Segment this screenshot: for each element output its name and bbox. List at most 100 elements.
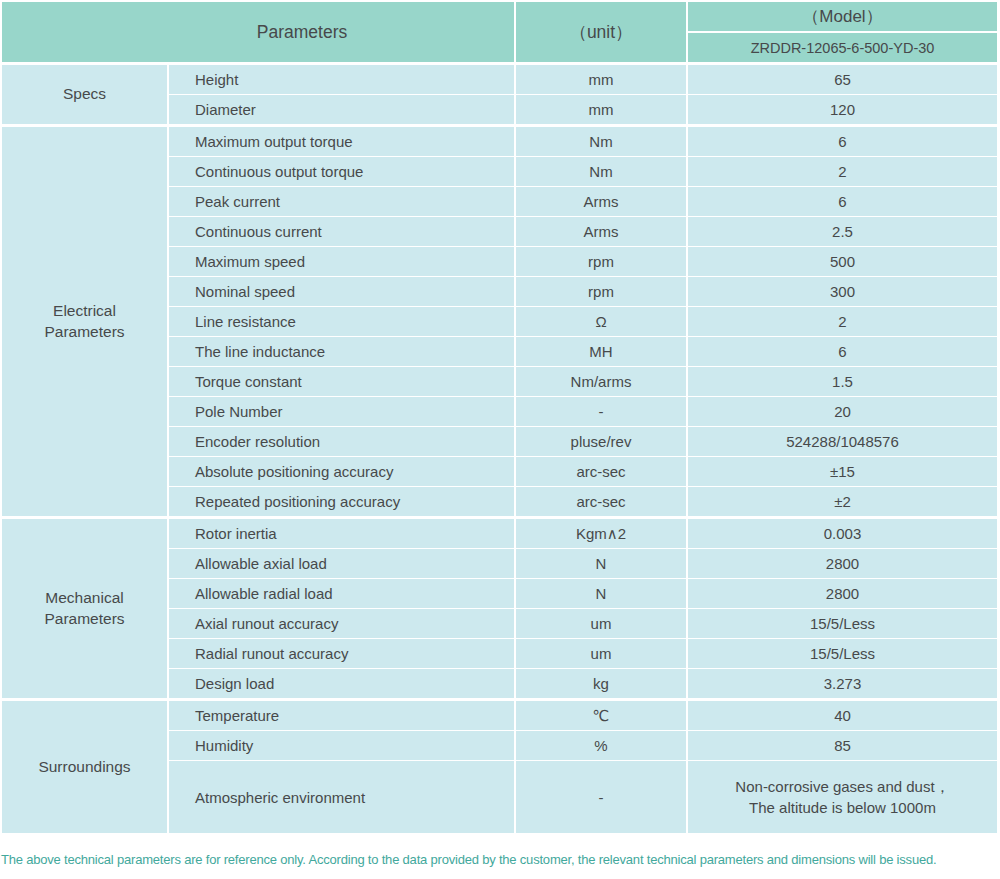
- param-name-cell: Allowable radial load: [169, 579, 514, 608]
- param-value-cell: ±2: [688, 487, 997, 516]
- section-label: Electrical Parameters: [29, 301, 141, 341]
- section-rows: Heightmm65Diametermm120: [169, 65, 997, 124]
- table-row: Axial runout accuracyum15/5/Less: [169, 609, 997, 638]
- table-row: Diametermm120: [169, 95, 997, 124]
- param-value-cell: 0.003: [688, 519, 997, 548]
- param-name-cell: Design load: [169, 669, 514, 698]
- param-value-cell: 6: [688, 337, 997, 366]
- param-value-cell: 2.5: [688, 217, 997, 246]
- section-label-cell: Mechanical Parameters: [2, 519, 167, 698]
- section-label-cell: Surroundings: [2, 701, 167, 833]
- param-unit-cell: arc-sec: [516, 457, 686, 486]
- param-unit-cell: mm: [516, 65, 686, 94]
- param-value-cell: 15/5/Less: [688, 639, 997, 668]
- param-name-cell: Line resistance: [169, 307, 514, 336]
- param-value-cell: 20: [688, 397, 997, 426]
- section-label-cell: Specs: [2, 65, 167, 124]
- param-name-cell: The line inductance: [169, 337, 514, 366]
- param-unit-cell: rpm: [516, 247, 686, 276]
- param-value-cell: 1.5: [688, 367, 997, 396]
- param-value-cell: 85: [688, 731, 997, 760]
- param-value-cell: 40: [688, 701, 997, 730]
- param-unit-cell: kg: [516, 669, 686, 698]
- table-row: Repeated positioning accuracyarc-sec±2: [169, 487, 997, 516]
- param-unit-cell: Kgm∧2: [516, 519, 686, 548]
- header-parameters-label: Parameters: [257, 22, 347, 43]
- table-row: Absolute positioning accuracyarc-sec±15: [169, 457, 997, 486]
- table-row: Rotor inertiaKgm∧20.003: [169, 519, 997, 548]
- param-name-cell: Peak current: [169, 187, 514, 216]
- param-unit-cell: Nm: [516, 157, 686, 186]
- param-unit-cell: -: [516, 397, 686, 426]
- param-value-cell: 15/5/Less: [688, 609, 997, 638]
- param-unit-cell: arc-sec: [516, 487, 686, 516]
- param-value-cell: 6: [688, 127, 997, 156]
- param-name-cell: Allowable axial load: [169, 549, 514, 578]
- param-unit-cell: %: [516, 731, 686, 760]
- table-row: Humidity%85: [169, 731, 997, 760]
- table-header: Parameters （unit） （Model） ZRDDR-12065-6-…: [2, 2, 997, 62]
- param-value-cell: 500: [688, 247, 997, 276]
- param-value-cell: 300: [688, 277, 997, 306]
- footer-note: The above technical parameters are for r…: [1, 852, 999, 867]
- param-name-cell: Rotor inertia: [169, 519, 514, 548]
- section-specs: Specs Heightmm65Diametermm120: [2, 65, 997, 124]
- param-name-cell: Nominal speed: [169, 277, 514, 306]
- param-name-cell: Atmospheric environment: [169, 761, 514, 833]
- table-row: Encoder resolutionpluse/rev524288/104857…: [169, 427, 997, 456]
- table-row: Design loadkg3.273: [169, 669, 997, 698]
- param-unit-cell: MH: [516, 337, 686, 366]
- section-surroundings: SurroundingsTemperature℃40Humidity%85Atm…: [2, 701, 997, 833]
- param-value-cell: 6: [688, 187, 997, 216]
- footer-note-text: The above technical parameters are for r…: [1, 852, 936, 867]
- section-rows: Maximum output torqueNm6Continuous outpu…: [169, 127, 997, 516]
- param-unit-cell: Ω: [516, 307, 686, 336]
- table-row: Continuous output torqueNm2: [169, 157, 997, 186]
- param-value-cell: 2: [688, 157, 997, 186]
- param-name-cell: Maximum output torque: [169, 127, 514, 156]
- table-row: Torque constantNm/arms1.5: [169, 367, 997, 396]
- param-unit-cell: N: [516, 549, 686, 578]
- header-model-label: （Model）: [802, 5, 882, 28]
- param-unit-cell: mm: [516, 95, 686, 124]
- param-value-cell: 524288/1048576: [688, 427, 997, 456]
- param-name-cell: Diameter: [169, 95, 514, 124]
- param-value-cell: 120: [688, 95, 997, 124]
- param-name-cell: Temperature: [169, 701, 514, 730]
- header-model-title: （Model）: [688, 2, 997, 33]
- table-row: Atmospheric environment-Non-corrosive ga…: [169, 761, 997, 833]
- table-row: Maximum speedrpm500: [169, 247, 997, 276]
- param-name-cell: Torque constant: [169, 367, 514, 396]
- param-unit-cell: Arms: [516, 187, 686, 216]
- param-unit-cell: um: [516, 609, 686, 638]
- param-unit-cell: Nm/arms: [516, 367, 686, 396]
- param-unit-cell: Arms: [516, 217, 686, 246]
- param-value-cell: 3.273: [688, 669, 997, 698]
- param-name-cell: Continuous output torque: [169, 157, 514, 186]
- section-rows: Rotor inertiaKgm∧20.003Allowable axial l…: [169, 519, 997, 698]
- param-name-cell: Encoder resolution: [169, 427, 514, 456]
- header-parameters-cell: Parameters: [2, 2, 514, 62]
- param-name-cell: Height: [169, 65, 514, 94]
- table-row: Radial runout accuracyum15/5/Less: [169, 639, 997, 668]
- table-row: Line resistanceΩ2: [169, 307, 997, 336]
- table-row: Heightmm65: [169, 65, 997, 94]
- header-unit-cell: （unit）: [516, 2, 686, 62]
- param-value-cell: 2800: [688, 579, 997, 608]
- param-name-cell: Radial runout accuracy: [169, 639, 514, 668]
- table-row: Temperature℃40: [169, 701, 997, 730]
- table-row: Peak currentArms6: [169, 187, 997, 216]
- param-name-cell: Repeated positioning accuracy: [169, 487, 514, 516]
- param-unit-cell: rpm: [516, 277, 686, 306]
- param-unit-cell: ℃: [516, 701, 686, 730]
- param-name-cell: Axial runout accuracy: [169, 609, 514, 638]
- table-row: Pole Number-20: [169, 397, 997, 426]
- table-row: Continuous currentArms2.5: [169, 217, 997, 246]
- param-unit-cell: pluse/rev: [516, 427, 686, 456]
- section-rows: Temperature℃40Humidity%85Atmospheric env…: [169, 701, 997, 833]
- param-value-cell: 2: [688, 307, 997, 336]
- param-unit-cell: Nm: [516, 127, 686, 156]
- param-name-cell: Maximum speed: [169, 247, 514, 276]
- section-label: Specs: [63, 84, 106, 104]
- param-value-cell: ±15: [688, 457, 997, 486]
